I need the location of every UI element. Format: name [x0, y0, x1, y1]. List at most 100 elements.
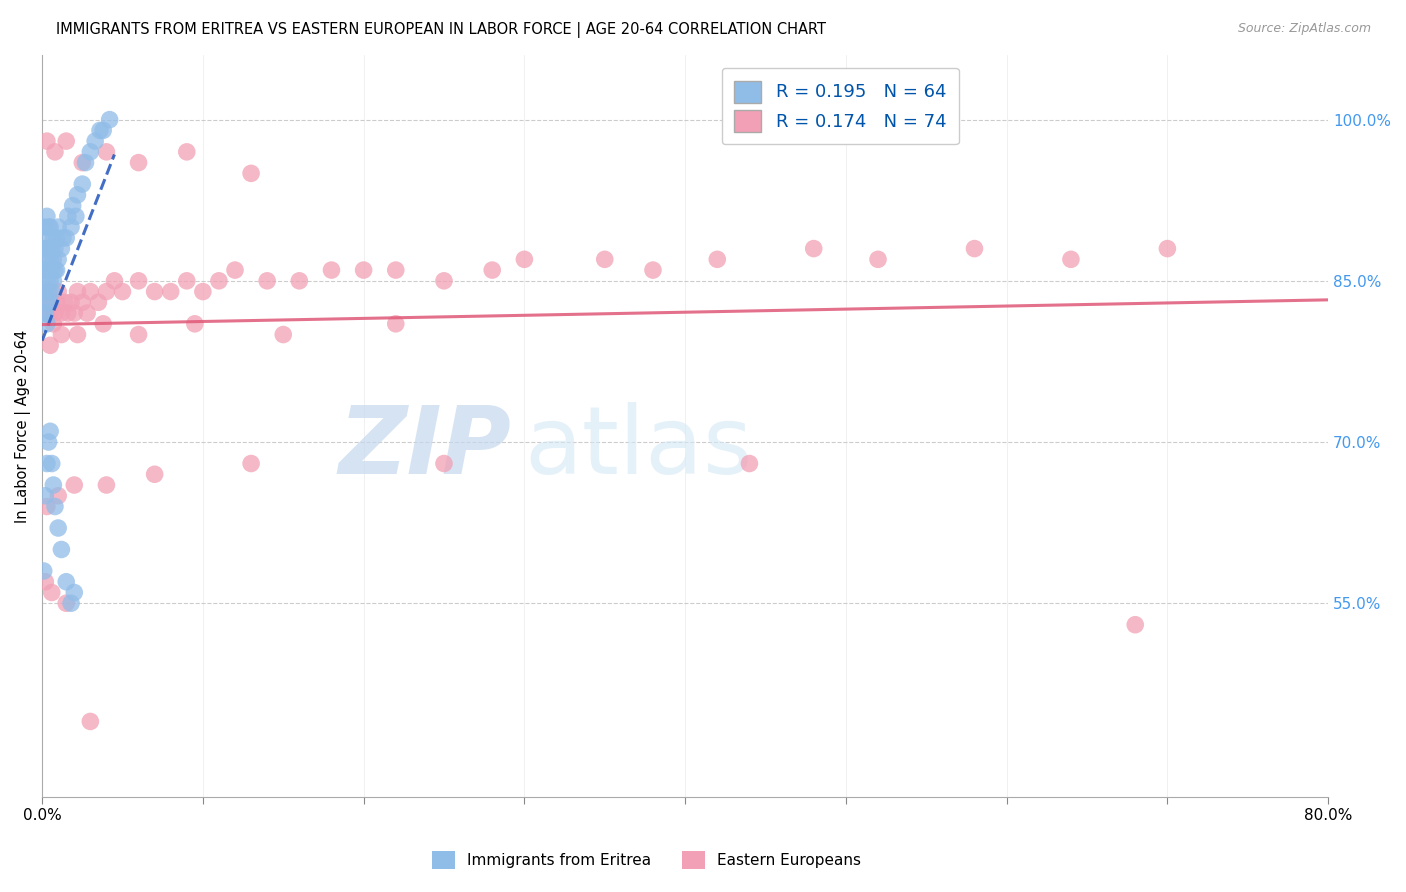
Point: [44, 145, 66, 159]
Point: [143, 467, 166, 482]
Point: [63, 478, 86, 492]
Point: [63, 306, 86, 320]
Point: [60, 295, 83, 310]
Point: [271, 327, 294, 342]
Point: [128, 327, 150, 342]
Point: [44, 242, 66, 256]
Point: [46, 489, 69, 503]
Point: [159, 285, 181, 299]
Point: [35, 231, 58, 245]
Point: [32, 564, 55, 578]
Text: atlas: atlas: [524, 402, 752, 494]
Point: [481, 263, 503, 277]
Point: [321, 263, 343, 277]
Point: [98, 112, 121, 127]
Point: [513, 252, 536, 267]
Point: [34, 242, 56, 256]
Point: [963, 242, 986, 256]
Point: [42, 252, 65, 267]
Point: [1060, 252, 1083, 267]
Point: [46, 220, 69, 235]
Point: [32, 306, 55, 320]
Point: [84, 134, 107, 148]
Point: [72, 155, 94, 169]
Point: [51, 242, 73, 256]
Point: [44, 306, 66, 320]
Point: [55, 574, 77, 589]
Point: [96, 478, 118, 492]
Point: [79, 714, 101, 729]
Point: [44, 263, 66, 277]
Point: [38, 285, 60, 299]
Point: [433, 274, 456, 288]
Point: [143, 285, 166, 299]
Point: [44, 500, 66, 514]
Point: [35, 500, 58, 514]
Point: [79, 285, 101, 299]
Point: [72, 295, 94, 310]
Point: [1123, 617, 1146, 632]
Point: [224, 263, 246, 277]
Point: [1156, 242, 1178, 256]
Point: [42, 231, 65, 245]
Point: [46, 521, 69, 535]
Point: [38, 242, 60, 256]
Point: [38, 435, 60, 450]
Point: [240, 166, 263, 180]
Point: [34, 489, 56, 503]
Point: [51, 542, 73, 557]
Point: [803, 242, 825, 256]
Point: [738, 457, 761, 471]
Point: [52, 231, 75, 245]
Point: [35, 317, 58, 331]
Point: [79, 145, 101, 159]
Point: [35, 134, 58, 148]
Point: [39, 274, 62, 288]
Point: [39, 306, 62, 320]
Point: [593, 252, 616, 267]
Point: [176, 145, 198, 159]
Point: [32, 263, 55, 277]
Point: [51, 306, 73, 320]
Point: [72, 177, 94, 191]
Point: [53, 295, 76, 310]
Point: [32, 220, 55, 235]
Point: [866, 252, 889, 267]
Point: [34, 285, 56, 299]
Point: [256, 274, 278, 288]
Point: [34, 574, 56, 589]
Point: [89, 123, 111, 137]
Point: [41, 585, 63, 599]
Point: [111, 285, 134, 299]
Point: [41, 263, 63, 277]
Point: [39, 338, 62, 352]
Point: [32, 242, 55, 256]
Point: [184, 317, 207, 331]
Point: [87, 295, 110, 310]
Point: [32, 285, 55, 299]
Point: [433, 457, 456, 471]
Point: [35, 252, 58, 267]
Point: [75, 155, 97, 169]
Point: [288, 274, 311, 288]
Point: [35, 306, 58, 320]
Legend: R = 0.195   N = 64, R = 0.174   N = 74: R = 0.195 N = 64, R = 0.174 N = 74: [721, 68, 959, 145]
Point: [63, 585, 86, 599]
Text: ZIP: ZIP: [339, 402, 512, 494]
Point: [46, 285, 69, 299]
Point: [65, 210, 87, 224]
Point: [35, 295, 58, 310]
Point: [191, 285, 214, 299]
Point: [45, 263, 67, 277]
Point: [96, 285, 118, 299]
Point: [51, 327, 73, 342]
Point: [76, 306, 98, 320]
Point: [55, 596, 77, 610]
Point: [34, 306, 56, 320]
Point: [34, 295, 56, 310]
Point: [66, 187, 89, 202]
Point: [38, 220, 60, 235]
Point: [39, 220, 62, 235]
Point: [91, 123, 114, 137]
Point: [208, 274, 231, 288]
